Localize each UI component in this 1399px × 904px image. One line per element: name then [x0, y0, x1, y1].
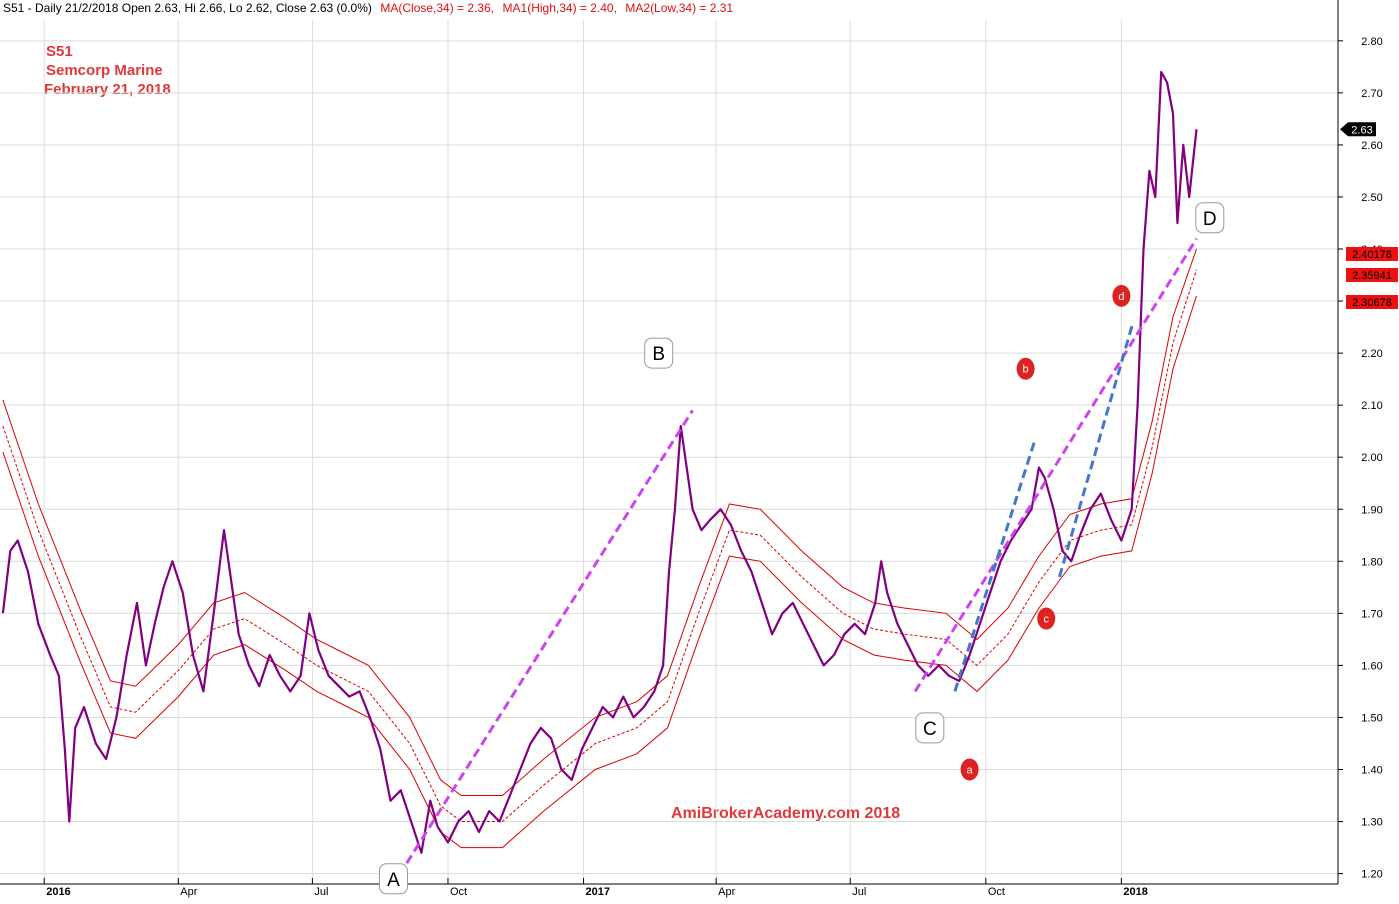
point-label-text: b	[1023, 364, 1029, 376]
trendlines	[405, 237, 1198, 864]
point-label-text: D	[1203, 209, 1217, 230]
x-tick-label: 2016	[46, 886, 70, 898]
point-label-badge	[960, 758, 979, 781]
point-label-text: B	[652, 344, 665, 365]
trendline-a-b	[953, 441, 1036, 692]
ma-high-line	[2, 248, 1197, 796]
x-tick-label: Oct	[450, 886, 467, 898]
point-label-badge	[1037, 607, 1056, 630]
price-series	[1, 70, 1198, 854]
y-tick-label: 1.40	[1361, 764, 1382, 776]
price-tag-text: 2.35941	[1352, 270, 1392, 282]
x-tick-label: Jul	[852, 886, 866, 898]
header-ma: MA(Close,34) = 2.36,	[380, 1, 494, 15]
header-ma2: MA2(Low,34) = 2.31	[625, 1, 733, 15]
y-tick-label: 2.00	[1361, 452, 1382, 464]
point-label-badge	[915, 712, 945, 744]
grid	[0, 20, 1338, 884]
y-tick-label: 2.20	[1361, 348, 1382, 360]
point-label-badge	[1016, 357, 1035, 380]
price-tag-text: 2.63	[1351, 124, 1372, 136]
header-line: S51 - Daily 21/2/2018 Open 2.63, Hi 2.66…	[3, 0, 733, 16]
y-tick-label: 1.50	[1361, 712, 1382, 724]
y-tick-label: 1.20	[1361, 869, 1382, 881]
point-label-badge	[1195, 202, 1225, 234]
x-tick-label: 2018	[1123, 886, 1147, 898]
y-tick-label: 1.60	[1361, 660, 1382, 672]
x-tick-label: Oct	[988, 886, 1005, 898]
price-tag-text: 2.30678	[1352, 297, 1392, 309]
y-tick-label: 2.70	[1361, 88, 1382, 100]
y-tick-label: 2.60	[1361, 140, 1382, 152]
price-tag-bg	[1346, 247, 1398, 261]
y-tick-label: 1.80	[1361, 556, 1382, 568]
price-tag-text: 2.40176	[1352, 249, 1392, 261]
point-label-text: C	[923, 719, 937, 740]
title-date: February 21, 2018	[44, 81, 171, 98]
y-tick-label: 1.30	[1361, 817, 1382, 829]
trendline-A-B	[405, 409, 694, 864]
x-tick-label: 2017	[586, 886, 610, 898]
header-prefix: S51 - Daily 21/2/2018 Open 2.63, Hi 2.66…	[3, 1, 372, 15]
ma-low-line	[2, 295, 1197, 849]
y-tick-label: 1.70	[1361, 608, 1382, 620]
trendline-c-d	[1058, 321, 1135, 578]
x-tick-label: Apr	[180, 886, 197, 898]
point-label-text: a	[967, 764, 974, 776]
point-label-text: A	[387, 870, 400, 891]
point-label-text: d	[1118, 291, 1124, 303]
ma-close-line	[2, 269, 1197, 822]
point-labels: A B C Da b c d	[378, 202, 1225, 895]
title-symbol: S51	[46, 43, 73, 60]
price-line	[1, 70, 1198, 854]
point-label-text: c	[1043, 614, 1049, 626]
y-tick-label: 2.10	[1361, 400, 1382, 412]
point-label-badge	[378, 863, 408, 895]
price-tag-bg	[1346, 268, 1398, 282]
x-tick-label: Apr	[718, 886, 735, 898]
point-label-badge	[644, 337, 674, 369]
title-company: Semcorp Marine	[46, 62, 163, 79]
watermark: AmiBrokerAcademy.com 2018	[671, 805, 900, 822]
y-tick-label: 2.80	[1361, 36, 1382, 48]
moving-averages	[2, 248, 1197, 849]
header-ma1: MA1(High,34) = 2.40,	[503, 1, 617, 15]
x-tick-label: Jul	[314, 886, 328, 898]
price-tag-bg	[1346, 295, 1398, 309]
point-label-badge	[1112, 284, 1131, 307]
price-tag-bg	[1340, 122, 1376, 137]
y-tick-label: 1.90	[1361, 504, 1382, 516]
price-tags: 2.63 2.40176 2.35941 2.30678	[1340, 122, 1398, 309]
trendline-C-D	[913, 237, 1198, 693]
y-tick-label: 2.50	[1361, 192, 1382, 204]
